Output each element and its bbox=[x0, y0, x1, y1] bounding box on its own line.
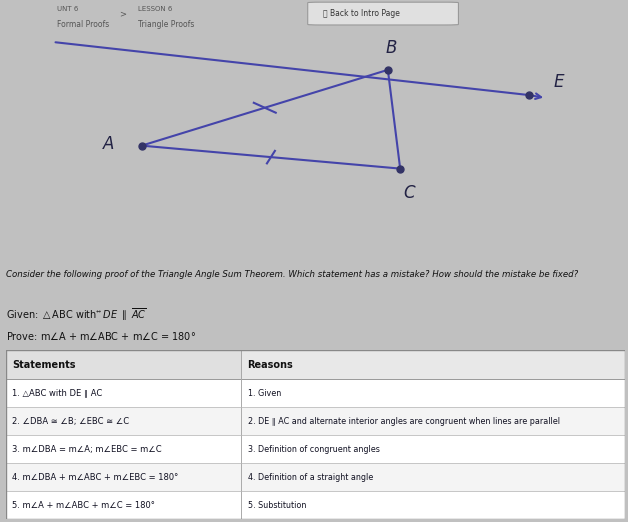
Bar bbox=[6, 491, 625, 519]
Text: 1. △ABC with DE ∥ AC: 1. △ABC with DE ∥ AC bbox=[13, 388, 103, 398]
Bar bbox=[241, 350, 625, 379]
Text: 5. m∠A + m∠ABC + m∠C = 180°: 5. m∠A + m∠ABC + m∠C = 180° bbox=[13, 501, 155, 510]
Text: 3. m∠DBA = m∠A; m∠EBC = m∠C: 3. m∠DBA = m∠A; m∠EBC = m∠C bbox=[13, 445, 162, 454]
Bar bbox=[6, 350, 241, 379]
Text: Consider the following proof of the Triangle Angle Sum Theorem. Which statement : Consider the following proof of the Tria… bbox=[6, 270, 578, 279]
Text: C: C bbox=[404, 184, 415, 201]
Text: Triangle Proofs: Triangle Proofs bbox=[138, 19, 195, 29]
Text: Reasons: Reasons bbox=[247, 360, 293, 370]
Text: 4. m∠DBA + m∠ABC + m∠EBC = 180°: 4. m∠DBA + m∠ABC + m∠EBC = 180° bbox=[13, 473, 179, 482]
Text: A: A bbox=[102, 136, 114, 153]
Text: 2. DE ∥ AC and alternate interior angles are congruent when lines are parallel: 2. DE ∥ AC and alternate interior angles… bbox=[247, 417, 560, 425]
Text: 4. Definition of a straight angle: 4. Definition of a straight angle bbox=[247, 473, 373, 482]
Text: 3. Definition of congruent angles: 3. Definition of congruent angles bbox=[247, 445, 379, 454]
Text: B: B bbox=[385, 39, 397, 57]
Bar bbox=[6, 379, 625, 407]
Text: Formal Proofs: Formal Proofs bbox=[57, 19, 109, 29]
Text: ⌖ Back to Intro Page: ⌖ Back to Intro Page bbox=[323, 9, 400, 18]
FancyBboxPatch shape bbox=[308, 2, 458, 25]
Text: Statements: Statements bbox=[13, 360, 76, 370]
Text: LESSON 6: LESSON 6 bbox=[138, 6, 173, 12]
Text: E: E bbox=[554, 73, 565, 90]
Text: Prove: m$\angle$A + m$\angle$ABC + m$\angle$C = 180$\degree$: Prove: m$\angle$A + m$\angle$ABC + m$\an… bbox=[6, 330, 196, 342]
Bar bbox=[6, 407, 625, 435]
Text: 5. Substitution: 5. Substitution bbox=[247, 501, 306, 510]
Bar bbox=[6, 435, 625, 463]
Bar bbox=[6, 463, 625, 491]
Text: >: > bbox=[119, 9, 126, 18]
Text: Given: $\triangle$ABC with $\overleftrightarrow{DE}$ $\parallel$ $\overline{AC}$: Given: $\triangle$ABC with $\overleftrig… bbox=[6, 307, 147, 324]
Text: 2. ∠DBA ≅ ∠B; ∠EBC ≅ ∠C: 2. ∠DBA ≅ ∠B; ∠EBC ≅ ∠C bbox=[13, 417, 129, 425]
Text: 1. Given: 1. Given bbox=[247, 388, 281, 398]
Text: UNT 6: UNT 6 bbox=[57, 6, 78, 12]
